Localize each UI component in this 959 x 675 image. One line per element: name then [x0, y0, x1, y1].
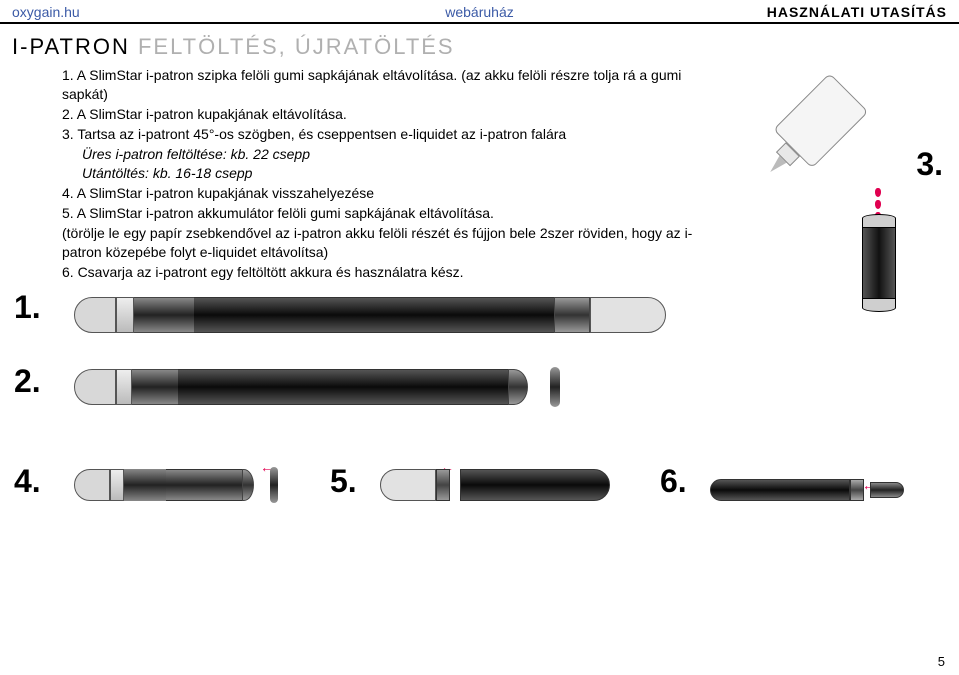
tube-1	[74, 297, 674, 333]
page-header: oxygain.hu webáruház HASZNÁLATI UTASÍTÁS	[0, 0, 959, 24]
tube-6: ←	[710, 479, 910, 501]
instruction-3: 3. Tartsa az i-patront 45°-os szögben, é…	[62, 125, 702, 144]
title-suffix: FELTÖLTÉS, ÚJRATÖLTÉS	[130, 34, 455, 59]
instruction-3a: Üres i-patron feltöltése: kb. 22 csepp	[62, 145, 702, 164]
instruction-3b: Utántöltés: kb. 16-18 csepp	[62, 164, 702, 183]
figure-3: 3.	[702, 66, 947, 283]
label-5: 5.	[330, 463, 357, 500]
label-6: 6.	[660, 463, 687, 500]
header-right: HASZNÁLATI UTASÍTÁS	[767, 4, 947, 20]
diagram-area: 1. 2. 4. ← 5. ← 6. ←	[0, 283, 959, 613]
label-3: 3.	[916, 146, 943, 183]
header-site: oxygain.hu	[12, 4, 80, 20]
instruction-1: 1. A SlimStar i-patron szipka felöli gum…	[62, 66, 702, 104]
page-number: 5	[938, 654, 945, 669]
header-center: webáruház	[445, 4, 514, 20]
tube-4: ←	[74, 469, 274, 501]
label-4: 4.	[14, 463, 41, 500]
instruction-2: 2. A SlimStar i-patron kupakjának eltávo…	[62, 105, 702, 124]
content-row: 1. A SlimStar i-patron szipka felöli gum…	[0, 66, 959, 283]
tube-2	[74, 369, 574, 405]
bottle-icon	[750, 73, 868, 191]
label-2: 2.	[14, 363, 41, 400]
label-1: 1.	[14, 289, 41, 326]
instruction-5a: (törölje le egy papír zsebkendővel az i-…	[62, 224, 702, 262]
instruction-4: 4. A SlimStar i-patron kupakjának vissza…	[62, 184, 702, 203]
instruction-6: 6. Csavarja az i-patront egy feltöltött …	[62, 263, 702, 282]
tube-5: ←	[380, 469, 620, 501]
instruction-5: 5. A SlimStar i-patron akkumulátor felöl…	[62, 204, 702, 223]
section-title: I-PATRON FELTÖLTÉS, ÚJRATÖLTÉS	[0, 24, 959, 66]
instruction-list: 1. A SlimStar i-patron szipka felöli gum…	[12, 66, 702, 283]
title-prefix: I-PATRON	[12, 34, 130, 59]
